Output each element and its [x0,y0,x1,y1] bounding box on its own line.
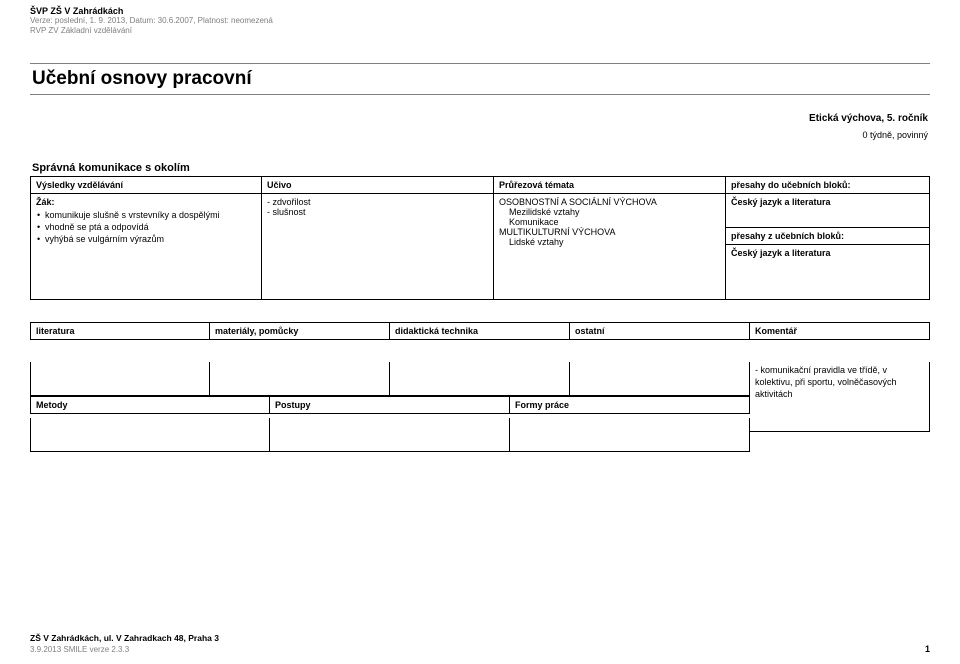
th-literature: literatura [30,322,210,340]
content-line: - zdvořilost [267,197,488,207]
footer-school: ZŠ V Zahrádkách, ul. V Zahradkach 48, Pr… [30,633,930,643]
student-label: Žák: [36,197,256,207]
outcome-item: vyhýbá se vulgárním výrazům [36,233,256,245]
page-title: Učební osnovy pracovní [32,68,930,90]
cell-outcomes: Žák: komunikuje slušně s vrstevníky a do… [30,194,262,300]
th-workforms: Formy práce [510,396,750,414]
crosscut-line: Mezilidské vztahy [499,207,720,217]
main-table-row: Žák: komunikuje slušně s vrstevníky a do… [30,194,930,300]
frequency: 0 týdně, povinný [30,130,928,140]
subheading: Etická výchova, 5. ročník 0 týdně, povin… [30,113,928,140]
cell-materials [210,362,390,396]
th-other: ostatní [570,322,750,340]
cell-crosscut: OSOBNOSTNÍ A SOCIÁLNÍ VÝCHOVA Mezilidské… [494,194,726,300]
cell-other [570,362,750,396]
cell-literature [30,362,210,396]
comment-text: - komunikační pravidla ve třídě, v kolek… [755,365,924,400]
overlap-to-value: Český jazyk a literatura [726,194,930,228]
th-procedures: Postupy [270,396,510,414]
crosscut-line: Komunikace [499,217,720,227]
outcome-item: komunikuje slušně s vrstevníky a dospělý… [36,209,256,221]
section-title: Správná komunikace s okolím [32,162,930,174]
th-materials: materiály, pomůcky [210,322,390,340]
footer: ZŠ V Zahrádkách, ul. V Zahradkach 48, Pr… [30,633,930,654]
subject-grade: Etická výchova, 5. ročník [30,113,928,124]
doc-header-line1: ŠVP ZŠ V Zahrádkách [30,6,930,16]
doc-header-line3: RVP ZV Základní vzdělávání [30,26,930,36]
rule-top [30,63,930,64]
overlap-from-value: Český jazyk a literatura [726,245,930,300]
page: ŠVP ZŠ V Zahrádkách Verze: poslední, 1. … [0,0,960,664]
outcome-item: vhodně se ptá a odpovídá [36,221,256,233]
th-content: Učivo [262,176,494,194]
th-comment: Komentář [750,322,930,340]
overlap-from-label: přesahy z učebních bloků: [726,228,930,245]
methods-table: Metody Postupy Formy práce [30,396,750,414]
doc-header-line2: Verze: poslední, 1. 9. 2013, Datum: 30.6… [30,16,930,26]
cell-comment: - komunikační pravidla ve třídě, v kolek… [750,362,930,432]
title-block: Učební osnovy pracovní [30,63,930,95]
th-crosscut: Průřezová témata [494,176,726,194]
main-table: Výsledky vzdělávání Učivo Průřezová téma… [30,176,930,194]
cell-content: - zdvořilost - slušnost [262,194,494,300]
cell-didactic [390,362,570,396]
resources-table: literatura materiály, pomůcky didaktická… [30,322,930,340]
cell-overlaps: Český jazyk a literatura přesahy z učebn… [726,194,930,300]
cell-methods [30,418,270,452]
crosscut-line: OSOBNOSTNÍ A SOCIÁLNÍ VÝCHOVA [499,197,720,207]
content-line: - slušnost [267,207,488,217]
th-outcomes: Výsledky vzdělávání [30,176,262,194]
cell-procedures [270,418,510,452]
cell-workforms [510,418,750,452]
rule-bottom [30,94,930,95]
crosscut-line: Lidské vztahy [499,237,720,247]
methods-row [30,418,750,452]
footer-version: 3.9.2013 SMILE verze 2.3.3 [30,645,930,654]
th-methods: Metody [30,396,270,414]
outcome-list: komunikuje slušně s vrstevníky a dospělý… [36,209,256,245]
crosscut-line: MULTIKULTURNÍ VÝCHOVA [499,227,720,237]
th-overlap-to: přesahy do učebních bloků: [726,176,930,194]
th-didactic: didaktická technika [390,322,570,340]
page-number: 1 [925,644,930,654]
